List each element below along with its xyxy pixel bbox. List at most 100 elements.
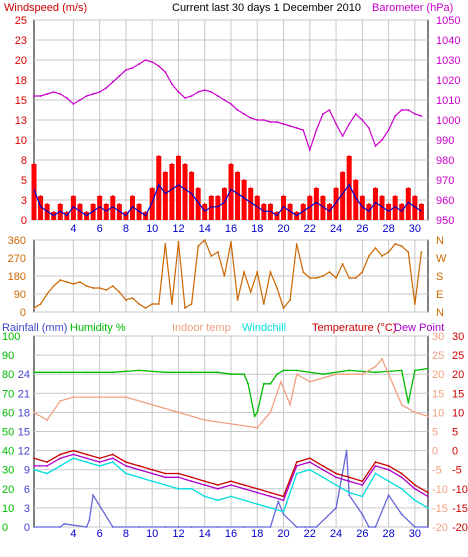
rainfall-point [138, 526, 140, 528]
wind-point [92, 203, 94, 205]
temperature-point [33, 457, 35, 460]
baro-tick-label: 1040 [436, 35, 460, 47]
windchill-point [282, 510, 285, 513]
barometer-point [335, 123, 337, 125]
wind-point [381, 195, 383, 197]
rainfall-point [348, 494, 351, 497]
wind-point [322, 195, 324, 197]
winddir-point [302, 271, 305, 273]
humidity-point [348, 369, 351, 372]
humidity-point [243, 373, 246, 376]
wind-point [262, 203, 265, 205]
wind-tick-label: 23 [15, 35, 27, 47]
rainfall-point [243, 526, 246, 528]
barometer-point [171, 83, 173, 85]
rainfall-point [85, 526, 88, 528]
avg-wind-line [33, 183, 422, 217]
temperature-tick-label: -15 [452, 503, 468, 515]
winddir-point [151, 303, 154, 305]
barometer-point [52, 91, 55, 93]
winddir-point [341, 263, 344, 265]
barometer-point [98, 91, 101, 93]
temperature-point [72, 449, 75, 452]
x-tick-label-top: 4 [70, 223, 76, 235]
dew-point-point [111, 457, 114, 460]
wind-point [105, 203, 108, 205]
wind-point [368, 203, 370, 205]
rainfall-point [308, 526, 311, 528]
barometer-point [216, 95, 219, 97]
windchill-point [125, 472, 127, 475]
windchill-point [427, 507, 429, 509]
barometer-point [322, 113, 324, 115]
indoor-temp-point [33, 411, 35, 414]
windchill-point [387, 480, 390, 483]
wind-gust-bar [418, 204, 424, 220]
rainfall-point [361, 513, 364, 516]
dew-point-point [427, 495, 429, 498]
barometer-point [269, 121, 272, 123]
wind-tick-label: 15 [15, 95, 27, 107]
humidity-tick-label: 100 [2, 331, 20, 343]
barometer-point [210, 91, 213, 93]
wind-gust-bar [300, 204, 306, 220]
windchill-point [269, 507, 272, 509]
wind-point [256, 195, 259, 197]
wind-point [203, 203, 206, 205]
wind-point [249, 187, 252, 189]
wind-gust-bar [110, 196, 116, 220]
indoor-tick-label: 20 [432, 369, 444, 381]
barometer-point [131, 67, 134, 69]
rain-tick-label: 0 [24, 522, 30, 534]
temperature-point [335, 472, 337, 475]
wind-gust-bar [366, 204, 372, 220]
windchill-point [308, 468, 311, 471]
temperature-point [413, 484, 416, 486]
indoor-tick-label: 25 [432, 350, 444, 362]
wind-gust-bar [221, 188, 227, 220]
wind-point [131, 195, 134, 197]
temperature-point [98, 457, 101, 460]
baro-tick-label: 990 [436, 135, 454, 147]
winddir-tick-label: 90 [14, 289, 26, 301]
rain-tick-label: 9 [24, 465, 30, 477]
barometer-point [354, 113, 357, 115]
wind-tick-label: 13 [15, 115, 27, 127]
temperature-point [256, 487, 259, 490]
dew-point-point [125, 464, 127, 467]
wind-point [315, 187, 318, 189]
wind-gust-bar [169, 164, 175, 220]
x-tick-label-top: 24 [330, 223, 342, 235]
dew-point-point [177, 476, 180, 479]
wind-gust-bar [327, 204, 332, 220]
winddir-point [52, 285, 55, 287]
wind-gust-bar [156, 156, 162, 220]
barometer-point [243, 113, 246, 115]
rainfall-point [315, 526, 318, 528]
wind-gust-bar [333, 188, 339, 220]
humidity-point [295, 369, 298, 372]
x-tick-label-bottom: 22 [304, 528, 316, 540]
windchill-point [243, 499, 246, 502]
windchill-point [400, 487, 403, 490]
wind-tick-label: 25 [15, 15, 27, 27]
rain-tick-label: 12 [18, 446, 30, 458]
wind-point [216, 195, 219, 197]
wind-gust-bar [281, 196, 287, 220]
wind-tick-label: 10 [15, 135, 27, 147]
temperature-point [164, 472, 167, 475]
wind-tick-label: 0 [21, 215, 27, 227]
humidity-point [276, 373, 278, 376]
winddir-point [223, 275, 226, 277]
wind-point [289, 203, 291, 205]
wind-point [39, 195, 42, 197]
wind-gust-bar [241, 180, 247, 220]
winddir-point [368, 255, 370, 257]
compass-tick-label: N [436, 235, 444, 247]
windchill-point [164, 484, 167, 486]
barometer-point [203, 89, 206, 91]
barometer-point [328, 109, 331, 111]
humidity-point [33, 371, 35, 374]
rainfall-point [92, 494, 94, 497]
x-tick-label-bottom: 24 [330, 528, 342, 540]
